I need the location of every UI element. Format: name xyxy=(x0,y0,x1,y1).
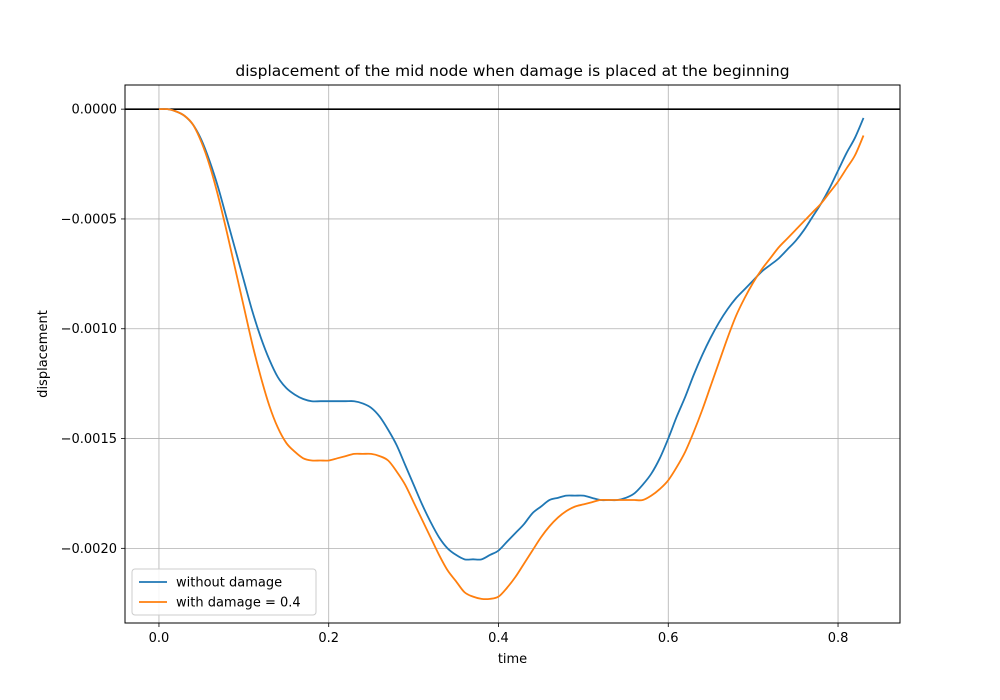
plot-area-frame xyxy=(124,84,901,624)
y-tick-label: −0.0010 xyxy=(61,322,117,337)
x-tick-label: 0.0 xyxy=(149,631,170,646)
y-tick-label: 0.0000 xyxy=(72,103,118,118)
legend-box xyxy=(131,568,317,616)
y-tick-label: −0.0005 xyxy=(61,212,117,227)
legend-label: with damage = 0.4 xyxy=(176,596,301,611)
x-tick-label: 0.2 xyxy=(318,631,339,646)
x-axis-label: time xyxy=(498,652,527,667)
x-tick-label: 0.8 xyxy=(828,631,849,646)
series-line-2 xyxy=(158,108,865,601)
x-axis-ticks: 0.0 0.2 0.4 0.6 0.8 xyxy=(149,623,849,646)
x-tick-label: 0.6 xyxy=(658,631,679,646)
legend: without damage with damage = 0.4 xyxy=(131,568,317,616)
y-tick-label: −0.0020 xyxy=(61,542,117,557)
y-axis-label: displacement xyxy=(36,310,51,398)
series-line-1 xyxy=(158,108,865,561)
chart-title: displacement of the mid node when damage… xyxy=(235,62,789,80)
series-lines xyxy=(158,108,865,601)
y-tick-label: −0.0015 xyxy=(61,432,117,447)
y-axis-ticks: 0.0000 −0.0005 −0.0010 −0.0015 −0.0020 xyxy=(61,103,125,557)
x-tick-label: 0.4 xyxy=(488,631,509,646)
legend-label: without damage xyxy=(176,576,282,591)
